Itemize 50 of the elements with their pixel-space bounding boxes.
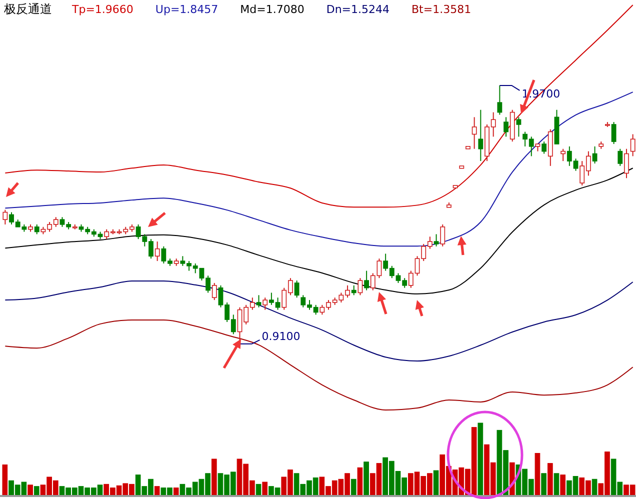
text: Bt=1.3581 xyxy=(412,3,472,16)
candlestick xyxy=(294,280,300,298)
candlestick xyxy=(542,141,547,154)
candlestick xyxy=(256,294,262,308)
bar xyxy=(28,484,33,496)
bar xyxy=(554,473,560,496)
bar xyxy=(350,478,356,496)
bar xyxy=(211,458,217,496)
candlestick xyxy=(472,116,477,150)
candlestick xyxy=(434,234,439,247)
candlestick xyxy=(516,116,522,138)
candlestick xyxy=(34,224,40,235)
bar xyxy=(256,484,262,496)
bar xyxy=(560,474,566,496)
bar xyxy=(173,488,179,496)
bar xyxy=(262,482,268,496)
text: Up=1.8457 xyxy=(155,3,218,16)
bar xyxy=(592,478,598,496)
bar xyxy=(478,422,484,496)
bar xyxy=(154,486,160,496)
candlestick xyxy=(478,109,484,162)
chart-title: 极反通道 xyxy=(3,2,52,16)
bar xyxy=(34,486,40,496)
candlestick xyxy=(630,134,636,157)
candlestick xyxy=(212,282,217,301)
candlestick xyxy=(624,148,629,179)
annotation: 0.9100 xyxy=(262,330,300,343)
bar xyxy=(357,467,363,496)
candlestick xyxy=(2,209,8,225)
candlestick xyxy=(262,297,268,310)
text: Tp=1.9660 xyxy=(71,3,134,16)
bar xyxy=(2,464,8,496)
candlestick xyxy=(497,84,502,116)
bar xyxy=(433,470,439,496)
text: Dn=1.5244 xyxy=(326,3,390,16)
text: Md=1.7080 xyxy=(240,3,304,16)
candlestick xyxy=(611,122,616,144)
bar xyxy=(364,462,369,496)
candlestick xyxy=(618,148,623,166)
candlestick xyxy=(504,116,508,138)
bar xyxy=(547,463,553,496)
candlestick xyxy=(154,241,160,262)
candlestick xyxy=(440,224,446,247)
candlestick xyxy=(364,270,370,291)
bar xyxy=(534,452,540,496)
bar xyxy=(541,473,546,496)
candlestick xyxy=(358,278,363,296)
candlestick xyxy=(560,148,566,162)
candlestick xyxy=(351,284,356,296)
candlestick xyxy=(592,146,598,164)
